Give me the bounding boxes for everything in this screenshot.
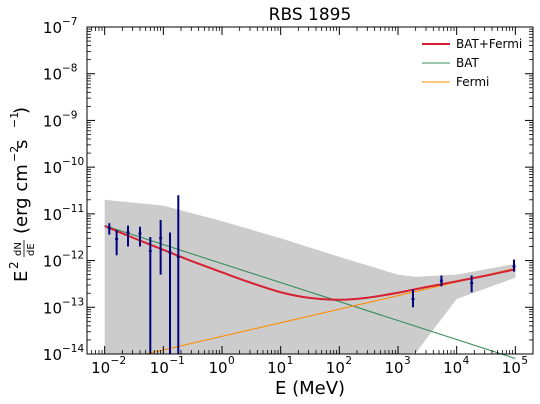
y-axis-title-prefix: E — [11, 271, 32, 282]
x-tick-label-2: 10 0 — [208, 355, 234, 377]
data-point-12 — [512, 259, 516, 272]
confidence-band-layer — [104, 199, 516, 354]
series-line-bat-fermi — [104, 225, 516, 301]
data-point-4 — [138, 226, 142, 247]
y-tick-label-exp: −14 — [62, 343, 84, 355]
y-tick-label-base: 10 — [43, 299, 62, 317]
x-tick-label-base: 10 — [91, 359, 110, 377]
chart-title: RBS 1895 — [269, 5, 352, 25]
y-axis-title-units-exp2: −1 — [8, 112, 21, 128]
data-point-9 — [411, 289, 415, 308]
x-tick-label-3: 10 1 — [267, 355, 293, 377]
x-tick-label-1: 10 −1 — [150, 355, 185, 377]
y-tick-label-base: 10 — [43, 66, 62, 84]
x-tick-label-base: 10 — [208, 359, 227, 377]
x-tick-label-6: 10 4 — [443, 355, 470, 377]
x-tick-label-7: 10 5 — [502, 355, 528, 377]
data-points-layer — [107, 195, 516, 354]
legend-entry-bat: BAT — [422, 56, 480, 70]
x-tick-label-exp: −2 — [111, 355, 126, 367]
x-tick-label-base: 10 — [326, 359, 345, 377]
y-tick-label-base: 10 — [43, 19, 62, 37]
legend-label: BAT — [456, 56, 480, 70]
data-point-3 — [126, 225, 130, 247]
x-tick-label-0: 10 −2 — [91, 355, 126, 377]
y-axis-title-units-exp: −2 — [8, 146, 21, 162]
data-point-11 — [470, 275, 474, 293]
x-tick-label-base: 10 — [150, 359, 169, 377]
y-tick-label-exp: −10 — [62, 156, 84, 168]
legend-label: Fermi — [456, 75, 489, 89]
x-tick-label-exp: 0 — [228, 355, 235, 367]
y-tick-label-exp: −8 — [62, 63, 77, 75]
y-tick-label-4: 10 −10 — [43, 156, 84, 177]
x-tick-label-5: 10 3 — [384, 355, 410, 377]
y-tick-label-base: 10 — [43, 159, 62, 177]
series-lines-layer — [104, 225, 516, 360]
data-point-8 — [176, 195, 180, 354]
y-tick-label-base: 10 — [43, 253, 62, 271]
y-axis-title: E 2 dN dE (erg cm −2 s −1 ) — [7, 107, 37, 282]
y-tick-label-7: 10 −7 — [43, 16, 78, 37]
legend: BAT+Fermi BAT Fermi — [422, 37, 522, 89]
legend-label: BAT+Fermi — [456, 37, 522, 51]
y-tick-label-base: 10 — [43, 346, 62, 364]
y-tick-label-0: 10 −14 — [43, 343, 85, 364]
y-axis-title-frac-num: dN — [13, 242, 24, 256]
y-tick-label-base: 10 — [43, 206, 62, 224]
x-tick-label-base: 10 — [267, 359, 286, 377]
y-tick-label-exp: −9 — [62, 109, 77, 121]
data-point-10 — [439, 275, 443, 287]
series-line-bat — [104, 225, 516, 360]
y-axis-title-frac-den: dE — [26, 243, 37, 256]
x-tick-label-exp: 2 — [345, 355, 352, 367]
x-tick-label-base: 10 — [502, 359, 521, 377]
y-tick-label-5: 10 −9 — [43, 109, 78, 130]
data-point-7 — [168, 232, 172, 354]
y-tick-label-1: 10 −13 — [43, 296, 84, 317]
x-axis-title: E (MeV) — [275, 378, 345, 399]
y-tick-label-exp: −13 — [62, 296, 84, 308]
y-axis-title-units: (erg cm — [11, 164, 32, 234]
data-point-6 — [159, 219, 163, 275]
y-tick-label-6: 10 −8 — [43, 63, 78, 84]
y-tick-label-exp: −12 — [62, 250, 84, 262]
x-tick-label-exp: 3 — [404, 355, 411, 367]
legend-entry-fermi: Fermi — [422, 75, 489, 89]
x-tick-label-exp: −1 — [169, 355, 184, 367]
confidence-band — [104, 199, 516, 354]
y-axis-title-sup: 2 — [7, 261, 21, 269]
data-point-1 — [107, 223, 111, 235]
y-tick-label-exp: −11 — [62, 203, 84, 215]
plot-frame — [86, 26, 534, 355]
data-point-2 — [115, 230, 119, 256]
data-point-5 — [148, 236, 152, 354]
x-tick-label-exp: 5 — [521, 355, 528, 367]
y-axis-title-units-mid: s — [11, 140, 32, 149]
y-axis-title-units-end: ) — [11, 107, 32, 114]
x-tick-label-4: 10 2 — [326, 355, 352, 377]
y-tick-label-3: 10 −11 — [43, 203, 84, 224]
x-tick-label-exp: 1 — [287, 355, 294, 367]
y-tick-label-2: 10 −12 — [43, 250, 84, 271]
x-tick-label-base: 10 — [443, 359, 462, 377]
y-tick-label-base: 10 — [43, 112, 62, 130]
legend-entry-bat-fermi: BAT+Fermi — [422, 37, 522, 51]
x-tick-label-exp: 4 — [463, 355, 470, 367]
y-tick-label-exp: −7 — [62, 16, 77, 28]
x-tick-label-base: 10 — [384, 359, 403, 377]
